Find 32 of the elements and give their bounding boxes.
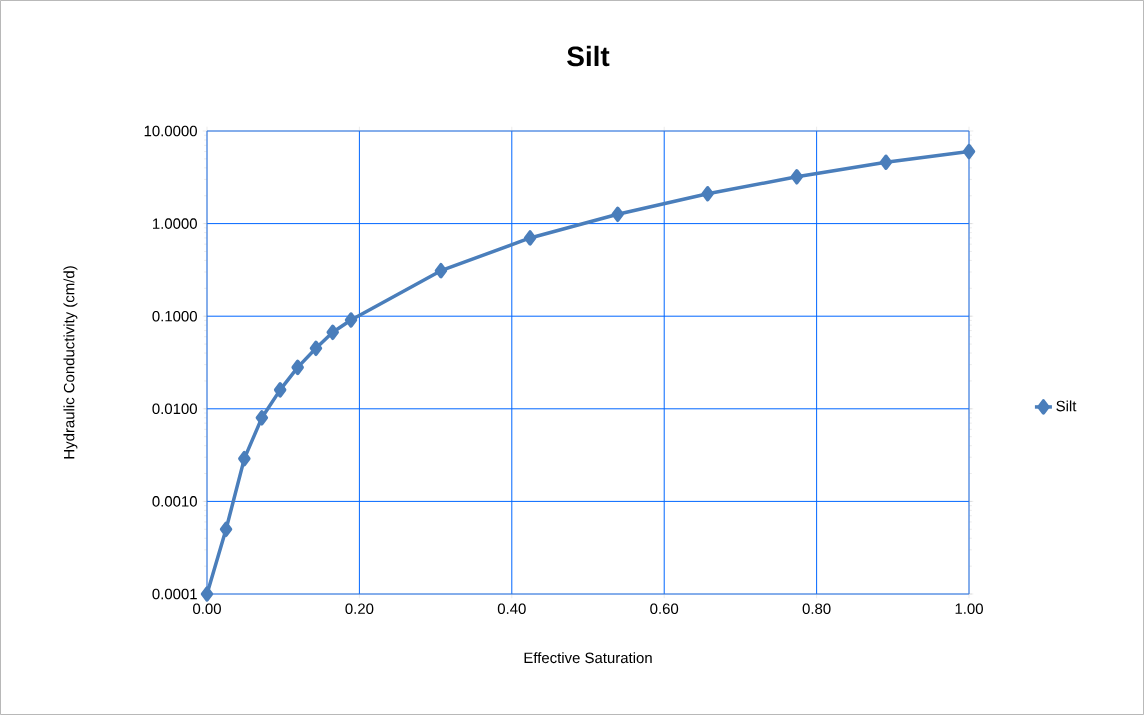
point xyxy=(701,186,714,202)
y-tick-label: 0.1000 xyxy=(152,310,197,322)
point xyxy=(273,382,287,398)
point xyxy=(200,586,214,602)
x-tick-label: 0.40 xyxy=(497,603,526,614)
y-tick-label: 0.0010 xyxy=(152,496,197,507)
x-tick-label: 0.20 xyxy=(345,603,374,614)
y-tick-label: 0.0001 xyxy=(152,588,197,600)
point xyxy=(879,154,893,170)
x-tick-label: 0.80 xyxy=(802,603,831,614)
y-tick-label: 0.0100 xyxy=(152,403,197,415)
chart-title: Silt xyxy=(567,45,610,67)
point xyxy=(219,521,233,538)
x-tick-label: 0.00 xyxy=(193,603,221,614)
point xyxy=(309,340,323,357)
legend-label: Silt xyxy=(1056,400,1077,412)
point xyxy=(238,450,251,467)
point xyxy=(790,169,804,185)
point xyxy=(344,312,358,328)
x-tick-label: 0.60 xyxy=(650,603,679,614)
y-tick-label: 1.0000 xyxy=(153,218,197,229)
point xyxy=(434,262,448,279)
point xyxy=(326,324,339,341)
x-axis-title: Effective Saturation xyxy=(524,652,652,664)
x-tick-label: 1.00 xyxy=(955,603,983,614)
point xyxy=(962,143,976,160)
point xyxy=(291,359,304,376)
point xyxy=(611,206,624,223)
y-axis-title: Hydraulic Conductivity (cm/d) xyxy=(63,266,78,459)
point xyxy=(523,230,537,246)
point xyxy=(255,410,269,426)
y-tick-label: 10.0000 xyxy=(144,125,197,137)
